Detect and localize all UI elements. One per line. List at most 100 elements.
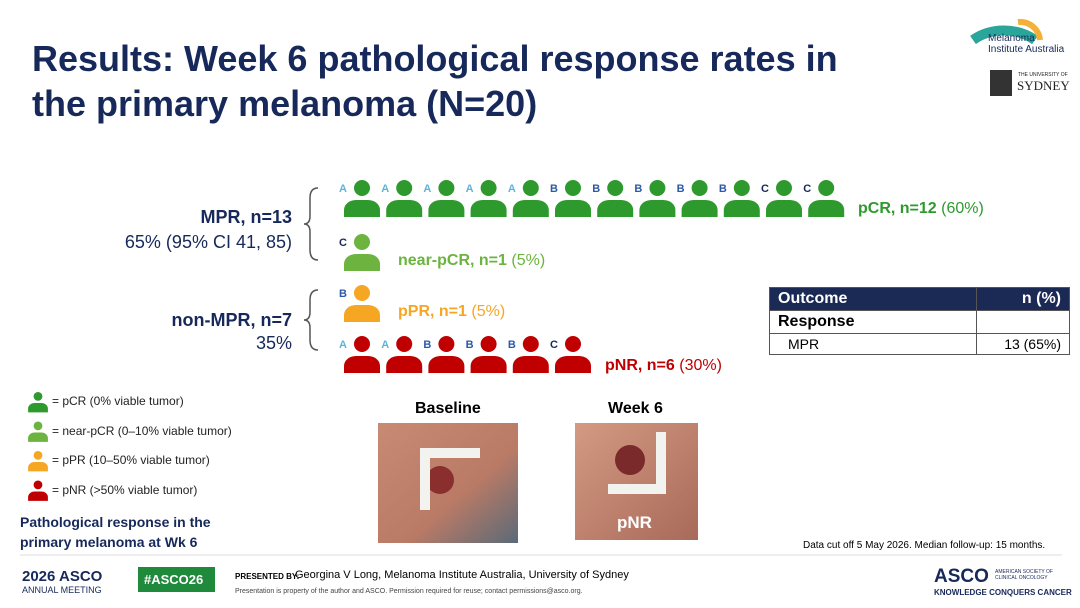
presenter: Georgina V Long, Melanoma Institute Aust… — [295, 569, 629, 581]
td: MPR — [769, 333, 977, 355]
person-head — [733, 180, 750, 196]
legend-text: = near-pCR (0–10% viable tumor) — [52, 423, 232, 438]
patient-letter: B — [466, 339, 474, 351]
td: Response — [769, 310, 977, 334]
person-body — [597, 200, 634, 217]
person-body — [28, 432, 48, 442]
person-body — [470, 356, 507, 373]
person-body — [344, 356, 380, 373]
person-body — [386, 200, 423, 217]
row-label: pCR, n=12 (60%) — [858, 200, 984, 218]
person-body — [428, 200, 465, 217]
lesion — [615, 445, 645, 475]
lesion — [426, 466, 454, 494]
patient-letter: B — [592, 183, 600, 195]
logo-text: Melanoma — [988, 33, 1035, 44]
caption-line: Pathological response in the — [20, 514, 211, 530]
logo-text: Institute Australia — [988, 44, 1065, 55]
row-pct: (60%) — [941, 200, 984, 217]
person-body — [766, 200, 802, 217]
title: Results: Week 6 pathological response ra… — [32, 38, 838, 79]
person-head — [33, 421, 43, 431]
title: the primary melanoma (N=20) — [32, 83, 538, 124]
person-body — [386, 356, 423, 373]
meeting: 2026 ASCO — [22, 568, 102, 585]
person-head — [438, 180, 455, 196]
ruler — [608, 432, 666, 494]
patient-letter: A — [339, 339, 347, 351]
patient-letter: A — [339, 183, 347, 195]
person-body — [808, 200, 845, 217]
td — [976, 310, 1070, 334]
th: n (%) — [976, 287, 1070, 311]
person-body — [28, 403, 48, 413]
legend-text: = pNR (>50% viable tumor) — [52, 482, 198, 497]
person-head — [33, 451, 43, 460]
notice: Presentation is property of the author a… — [235, 588, 583, 595]
person-head — [438, 336, 455, 352]
person-head — [33, 480, 43, 490]
person-head — [565, 180, 581, 196]
legend-text: = pPR (10–50% viable tumor) — [52, 453, 210, 467]
person-head — [33, 392, 43, 401]
person-head — [691, 180, 708, 196]
meeting-year: 2026 — [22, 568, 56, 585]
hashtag-box — [138, 567, 215, 592]
patient-letter: C — [339, 237, 347, 249]
person-head — [354, 285, 370, 301]
patient-letter: B — [634, 183, 642, 195]
asco-name: AMERICAN SOCIETY OF CLINICAL ONCOLOGY — [995, 569, 1053, 581]
person-head — [396, 336, 413, 352]
logo-crest — [990, 70, 1012, 96]
row-label: near-pCR, n=1 (5%) — [398, 252, 545, 270]
logo-text: SYDNEY — [1017, 78, 1070, 93]
person-body — [512, 200, 549, 217]
ruler — [420, 448, 480, 510]
meeting-org: ASCO — [59, 568, 103, 585]
legend-text: = pCR (0% viable tumor) — [52, 394, 184, 408]
group-label: non-MPR, n=7 — [171, 310, 293, 330]
person-head — [354, 234, 370, 250]
patient-letter: B — [423, 339, 431, 351]
row-count: pPR, n=1 — [398, 303, 467, 320]
table-wrap: Outcome n (%) Response MPR 13 (65%) — [769, 287, 1070, 355]
person-body — [428, 356, 465, 373]
photo-title: Baseline — [415, 400, 481, 417]
row-pct: (30%) — [679, 357, 722, 374]
patient-letter: A — [508, 183, 516, 195]
row-pct: (5%) — [511, 252, 546, 269]
asco-logo: ASCO — [934, 566, 989, 587]
person-head — [480, 180, 497, 196]
person-head — [522, 336, 539, 352]
person-body — [681, 200, 718, 217]
person-body — [512, 356, 549, 373]
row-pct: (5%) — [471, 303, 506, 320]
patient-letter: C — [550, 339, 558, 351]
patient-letter: A — [466, 183, 474, 195]
row-count: pNR, n=6 — [605, 357, 675, 374]
caption: Pathological response in the primary mela… — [20, 512, 211, 552]
photo — [575, 423, 698, 540]
person-body — [639, 200, 676, 217]
photo-label: pNR — [617, 513, 652, 532]
person-body — [723, 200, 760, 217]
person-body — [344, 305, 380, 322]
person-head — [396, 180, 413, 196]
td: 13 (65%) — [976, 333, 1070, 355]
group-sub: 35% — [255, 333, 292, 353]
th: Outcome — [769, 287, 977, 311]
bracket — [303, 289, 319, 351]
asco-tag: KNOWLEDGE CONQUERS CANCER — [934, 588, 1072, 597]
row-count: pCR, n=12 — [858, 200, 937, 217]
person-head — [776, 180, 792, 196]
hashtag: #ASCO26 — [144, 572, 204, 587]
row-label: pPR, n=1 (5%) — [398, 303, 505, 321]
row-label: pNR, n=6 (30%) — [605, 357, 722, 375]
person-body — [344, 254, 380, 271]
patient-letter: C — [761, 183, 769, 195]
person-head — [354, 180, 370, 196]
person-head — [480, 336, 497, 352]
photo-title: Week 6 — [608, 400, 663, 417]
